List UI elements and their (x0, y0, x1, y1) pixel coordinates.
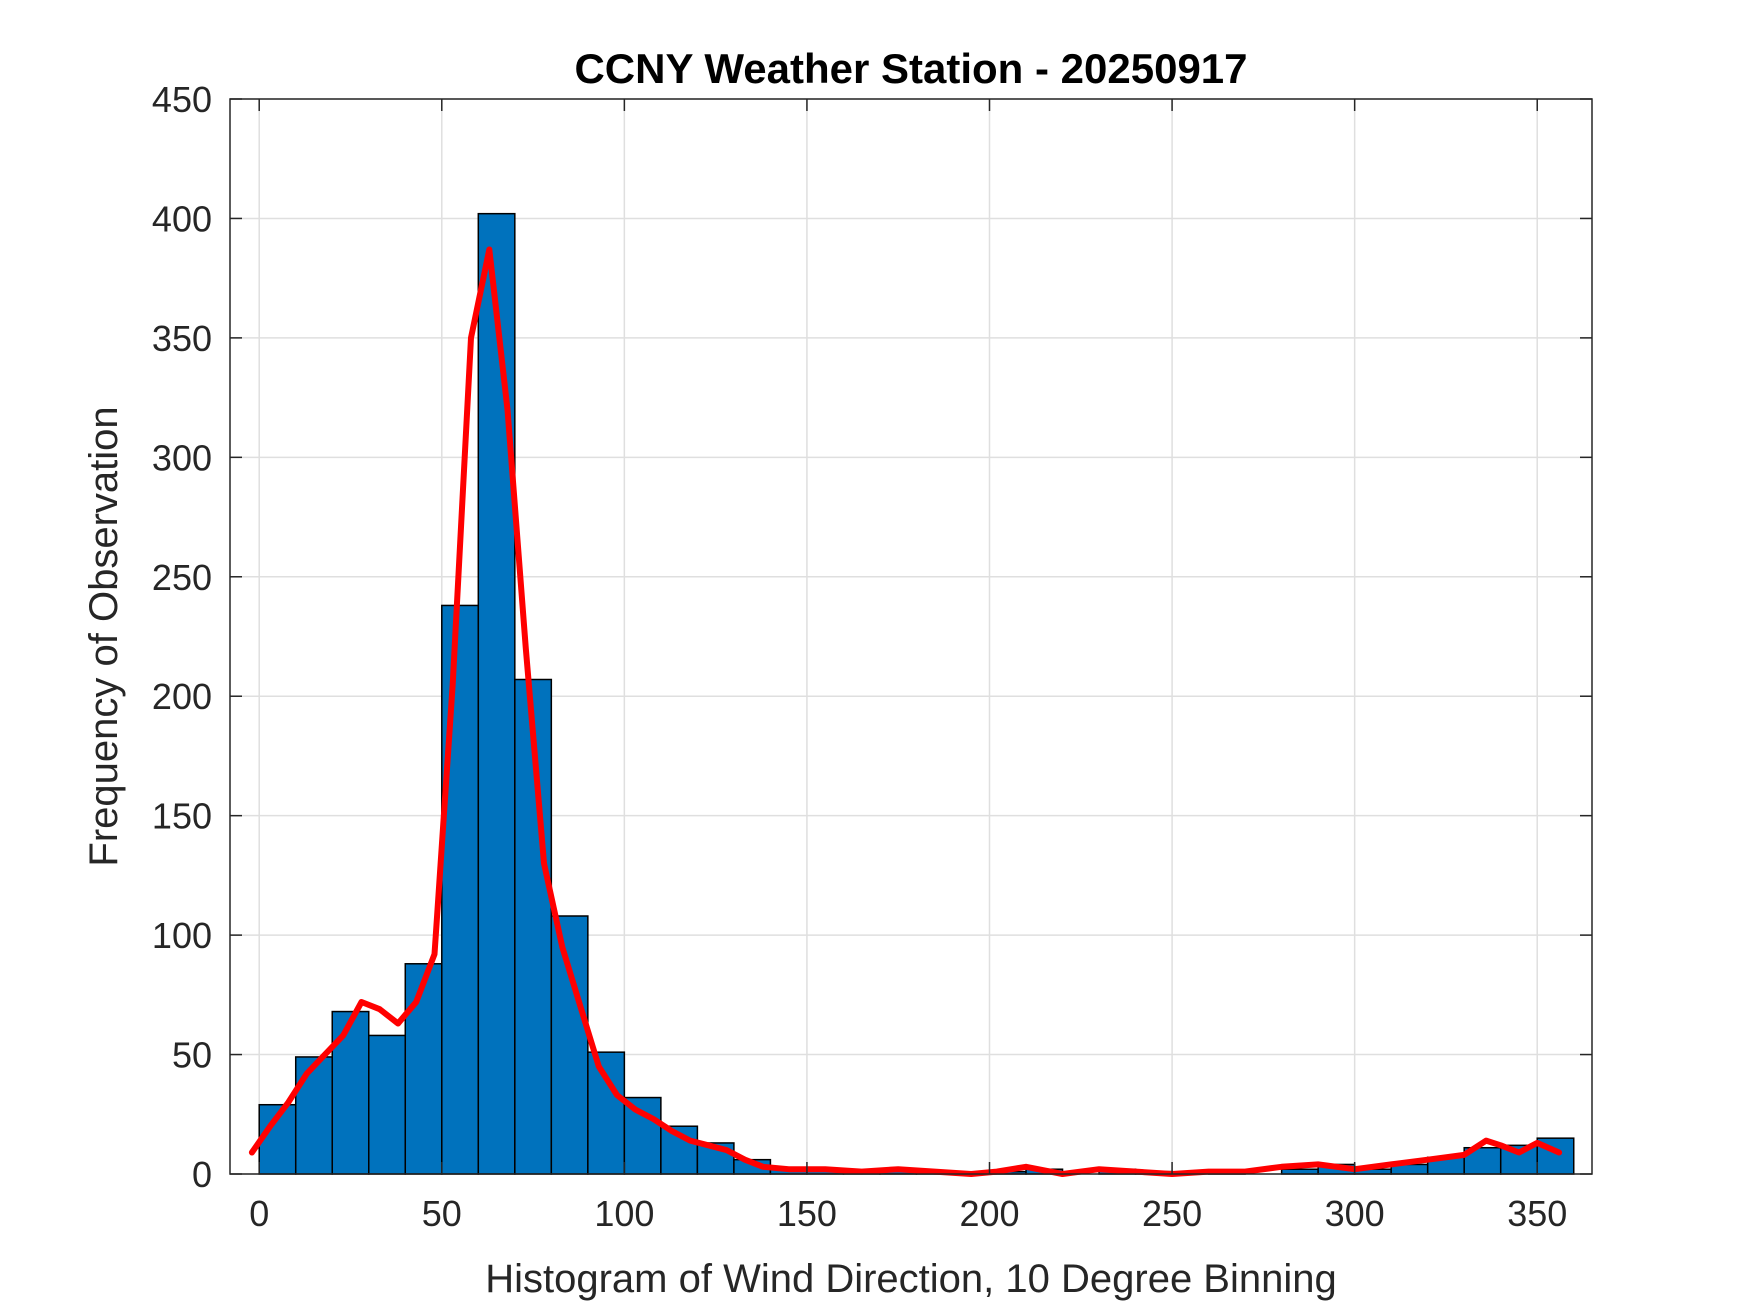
y-tick-label-2: 100 (152, 915, 212, 956)
histogram-bar-20-30 (331, 1010, 370, 1175)
y-tick-label-6: 300 (152, 437, 212, 478)
grid-lines (230, 98, 1592, 1175)
plot-frame (229, 98, 1593, 1175)
histogram-bar-60-70 (477, 212, 516, 1175)
y-tick-label-0: 0 (192, 1154, 212, 1195)
y-axis-tick-labels: 0 50 100 150 200 250 300 350 400 450 (152, 79, 212, 1195)
density-curve-line (248, 246, 1563, 1177)
x-axis-tick-labels: 0 50 100 150 200 250 300 350 (249, 1193, 1567, 1234)
y-tick-label-3: 150 (152, 796, 212, 837)
x-tick-label-4: 200 (959, 1193, 1019, 1234)
x-tick-label-1: 50 (422, 1193, 462, 1234)
x-tick-label-7: 350 (1507, 1193, 1567, 1234)
y-tick-label-1: 50 (172, 1035, 212, 1076)
x-tick-label-5: 250 (1142, 1193, 1202, 1234)
histogram-bar-80-90 (550, 915, 589, 1175)
x-tick-label-6: 300 (1325, 1193, 1385, 1234)
histogram-bars (258, 212, 1575, 1175)
y-tick-label-4: 200 (152, 676, 212, 717)
y-tick-label-7: 350 (152, 318, 212, 359)
y-tick-label-9: 450 (152, 79, 212, 120)
histogram-bar-10-20 (294, 1056, 333, 1175)
histogram-bar-90-100 (587, 1051, 626, 1175)
x-tick-label-3: 150 (777, 1193, 837, 1234)
chart-title: CCNY Weather Station - 20250917 (574, 45, 1247, 92)
y-tick-label-8: 400 (152, 198, 212, 239)
y-tick-label-5: 250 (152, 557, 212, 598)
axis-ticks (230, 98, 1592, 1175)
x-axis-label: Histogram of Wind Direction, 10 Degree B… (485, 1257, 1337, 1301)
x-tick-label-0: 0 (249, 1193, 269, 1234)
histogram-bar-30-40 (368, 1034, 407, 1175)
x-tick-label-2: 100 (594, 1193, 654, 1234)
y-axis-label: Frequency of Observation (82, 406, 126, 866)
histogram-bar-50-60 (441, 604, 480, 1175)
histogram-bar-40-50 (404, 963, 443, 1175)
